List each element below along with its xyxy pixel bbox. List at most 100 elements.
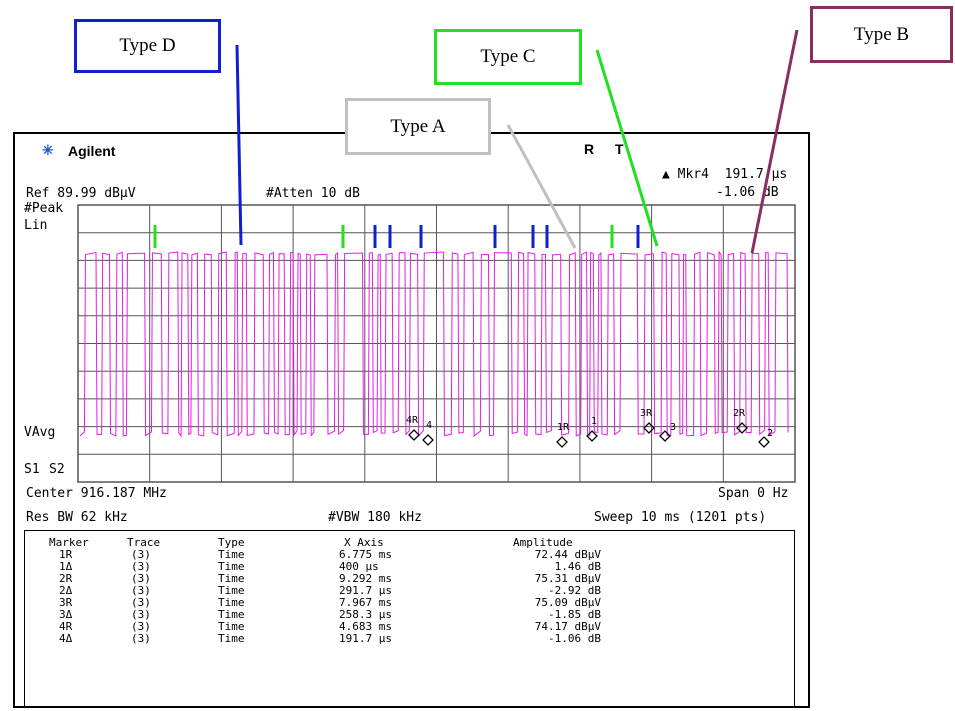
ref-level: Ref 89.99 dBμV [26, 186, 136, 201]
marker-symbols: 4R 4 1R 1 3R 3 2R 2 [406, 408, 773, 448]
status-t: T [615, 141, 624, 157]
callout-type-a: Type A [345, 98, 491, 155]
table-row: 2Δ (3) Time 291.7 μs -2.92 dB [25, 585, 794, 597]
x-axis-value: 9.292 ms [339, 572, 392, 585]
marker-diamond-icon [643, 422, 655, 434]
marker-diamond-icon [586, 430, 598, 442]
marker-id: 2Δ [59, 584, 73, 597]
trace-id: (3) [131, 596, 151, 609]
marker-table-header: Marker Trace Type X Axis Amplitude [25, 537, 794, 549]
table-row: 1R (3) Time 6.775 ms 72.44 dBμV [25, 549, 794, 561]
header-marker: Marker [49, 536, 89, 549]
amplitude-value: 72.44 dBμV [534, 548, 601, 561]
marker-tag: 4 [426, 420, 432, 431]
marker-diamond-icon [422, 434, 434, 446]
marker-tag: 2 [767, 428, 773, 439]
amplitude-value: 75.09 dBμV [534, 596, 601, 609]
callout-leader-lines [235, 29, 799, 254]
sweep-label: Sweep 10 ms (1201 pts) [594, 510, 767, 525]
marker-diamond-icon [758, 436, 770, 448]
marker-tag: 3 [670, 422, 676, 433]
table-row: 2R (3) Time 9.292 ms 75.31 dBμV [25, 573, 794, 585]
table-row: 1Δ (3) Time 400 μs 1.46 dB [25, 561, 794, 573]
marker-id: 3R [59, 596, 73, 609]
table-row: 3Δ (3) Time 258.3 μs -1.85 dB [25, 609, 794, 621]
span-label: Span 0 Hz [718, 486, 789, 501]
marker-type: Time [218, 572, 245, 585]
marker-diamond-icon [556, 436, 568, 448]
leader-type-a [506, 124, 577, 249]
marker-diamond-icon [659, 430, 671, 442]
marker-id: 4Δ [59, 632, 73, 645]
header-x-axis: X Axis [344, 536, 384, 549]
s1-label: S1 [24, 462, 40, 477]
marker-id: 4R [59, 620, 73, 633]
trace-id: (3) [131, 584, 151, 597]
leader-type-b [750, 29, 799, 254]
x-axis-value: 291.7 μs [339, 584, 392, 597]
trace-id: (3) [131, 632, 151, 645]
marker-delta: -1.06 dB [716, 185, 779, 200]
vbw-label: #VBW 180 kHz [328, 510, 422, 525]
marker-diamond-icon [408, 429, 420, 441]
marker-id: 3Δ [59, 608, 73, 621]
amplitude-value: 75.31 dBμV [534, 572, 601, 585]
marker-id: 1R [59, 548, 73, 561]
callout-type-b: Type B [810, 6, 953, 63]
table-row: 4Δ (3) Time 191.7 μs -1.06 dB [25, 633, 794, 645]
x-axis-value: 6.775 ms [339, 548, 392, 561]
res-bw: Res BW 62 kHz [26, 510, 128, 525]
amplitude-value: -1.06 dB [548, 632, 601, 645]
marker-type: Time [218, 608, 245, 621]
agilent-logo-icon: ✳ [42, 142, 54, 158]
trace-id: (3) [131, 608, 151, 621]
brand-label: Agilent [68, 143, 116, 159]
amplitude-value: 1.46 dB [554, 560, 601, 573]
status-r: R [584, 141, 595, 157]
amplitude-value: -2.92 dB [548, 584, 601, 597]
trace-waveform [79, 250, 789, 438]
trace-id: (3) [131, 548, 151, 561]
attenuation: #Atten 10 dB [266, 186, 360, 201]
marker-tag: 3R [640, 408, 653, 419]
marker-type: Time [218, 596, 245, 609]
trace-id: (3) [131, 620, 151, 633]
s2-label: S2 [49, 462, 65, 477]
table-row: 4R (3) Time 4.683 ms 74.17 dBμV [25, 621, 794, 633]
marker-type: Time [218, 584, 245, 597]
signal-trace [79, 250, 789, 438]
marker-diamond-icon [736, 422, 748, 434]
vavg-label: VAvg [24, 425, 56, 440]
graticule-grid [77, 204, 796, 483]
marker-type: Time [218, 560, 245, 573]
marker-tag: 4R [406, 415, 419, 426]
header-trace: Trace [127, 536, 161, 549]
amplitude-value: -1.85 dB [548, 608, 601, 621]
scale-label: Lin [24, 218, 48, 233]
marker-tag: 2R [733, 408, 746, 419]
x-axis-value: 191.7 μs [339, 632, 392, 645]
trace-id: (3) [131, 572, 151, 585]
detector-label: #Peak [24, 201, 64, 216]
x-axis-value: 400 μs [339, 560, 379, 573]
x-axis-value: 7.967 ms [339, 596, 392, 609]
x-axis-value: 4.683 ms [339, 620, 392, 633]
marker-id: 1Δ [59, 560, 73, 573]
leader-type-d [235, 44, 243, 246]
marker-tag: 1R [557, 422, 570, 433]
marker-tag: 1 [591, 416, 597, 427]
marker-id: 2R [59, 572, 73, 585]
center-frequency: Center 916.187 MHz [26, 486, 167, 501]
amplitude-value: 74.17 dBμV [534, 620, 601, 633]
marker-type: Time [218, 620, 245, 633]
leader-type-c [595, 49, 659, 247]
marker-readout: ▲ Mkr4 191.7 μs [662, 167, 788, 182]
header-amplitude: Amplitude [513, 536, 573, 549]
type-indicator-dashes [153, 225, 640, 248]
header-type: Type [218, 536, 245, 549]
marker-type: Time [218, 548, 245, 561]
table-row: 3R (3) Time 7.967 ms 75.09 dBμV [25, 597, 794, 609]
marker-type: Time [218, 632, 245, 645]
